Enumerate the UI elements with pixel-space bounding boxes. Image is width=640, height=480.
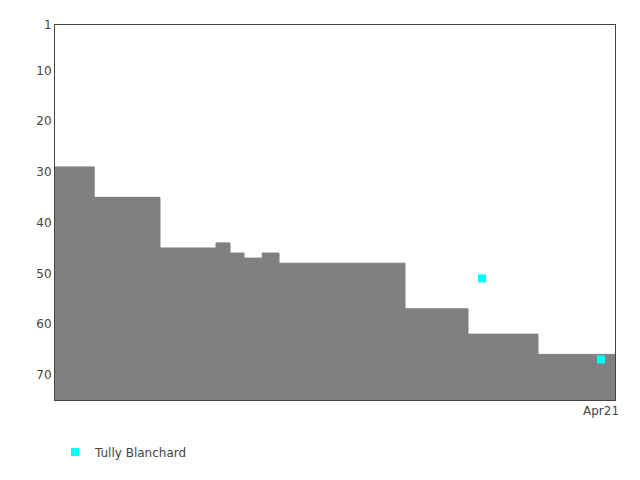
svg-text:20: 20	[36, 114, 51, 128]
svg-text:10: 10	[36, 64, 51, 78]
svg-text:70: 70	[36, 368, 51, 382]
svg-text:Apr21: Apr21	[583, 404, 619, 418]
svg-text:30: 30	[36, 165, 51, 179]
svg-text:Tully Blanchard: Tully Blanchard	[94, 446, 186, 460]
svg-text:1: 1	[44, 18, 52, 32]
svg-text:40: 40	[36, 216, 51, 230]
svg-text:60: 60	[36, 317, 51, 331]
svg-text:50: 50	[36, 267, 51, 281]
